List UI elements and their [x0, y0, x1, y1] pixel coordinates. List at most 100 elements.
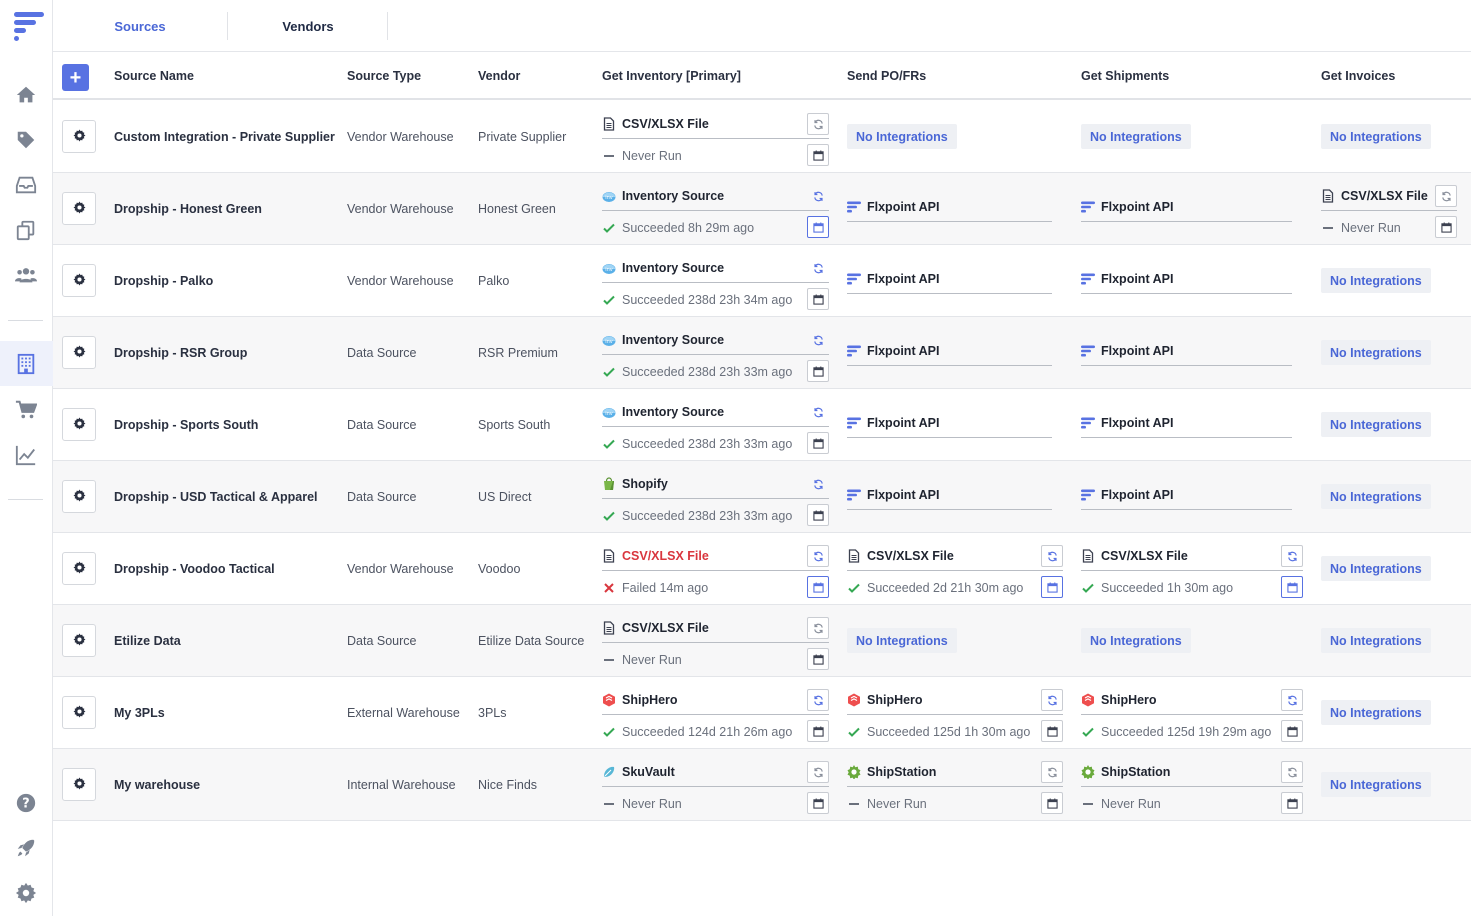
header-source-name[interactable]: Source Name	[114, 69, 194, 83]
refresh-button[interactable]	[807, 617, 829, 639]
no-integrations-badge[interactable]: No Integrations	[1321, 484, 1431, 509]
no-integrations-badge[interactable]: No Integrations	[1321, 340, 1431, 365]
header-get-invoices[interactable]: Get Invoices	[1321, 69, 1396, 83]
integration-label[interactable]: ShipStation	[867, 765, 937, 779]
tab-vendors[interactable]: Vendors	[282, 18, 334, 34]
schedule-button[interactable]	[1041, 720, 1063, 742]
no-integrations-badge[interactable]: No Integrations	[1321, 556, 1431, 581]
integration-label[interactable]: Shopify	[622, 477, 668, 491]
row-settings-button[interactable]	[62, 264, 96, 297]
source-name[interactable]: Dropship - Voodoo Tactical	[114, 561, 275, 576]
source-name[interactable]: My warehouse	[114, 777, 201, 792]
rocket-icon[interactable]	[13, 835, 39, 861]
integration-shipments[interactable]: Flxpoint API	[1081, 245, 1292, 316]
no-integrations-badge[interactable]: No Integrations	[847, 124, 957, 149]
integration-label[interactable]: Inventory Source	[622, 189, 725, 203]
add-source-button[interactable]: +	[62, 64, 89, 91]
refresh-button[interactable]	[1041, 761, 1063, 783]
integration-label[interactable]: Inventory Source	[622, 333, 725, 347]
schedule-button[interactable]	[807, 504, 829, 526]
integration-label[interactable]: CSV/XLSX File	[622, 117, 709, 131]
schedule-button[interactable]	[1281, 792, 1303, 814]
integration-label[interactable]: CSV/XLSX File	[1101, 549, 1188, 563]
refresh-button[interactable]	[807, 473, 829, 495]
header-get-shipments[interactable]: Get Shipments	[1081, 69, 1170, 83]
integration-shipments[interactable]: Flxpoint API	[1081, 461, 1292, 532]
refresh-button[interactable]	[1041, 689, 1063, 711]
schedule-button[interactable]	[1281, 720, 1303, 742]
header-get-inventory[interactable]: Get Inventory [Primary]	[602, 69, 741, 83]
refresh-button[interactable]	[1281, 761, 1303, 783]
integration-label[interactable]: ShipHero	[867, 693, 923, 707]
integration-po[interactable]: Flxpoint API	[847, 461, 1052, 532]
tag-icon[interactable]	[13, 127, 39, 153]
row-settings-button[interactable]	[62, 696, 96, 729]
integration-po[interactable]: Flxpoint API	[847, 317, 1052, 388]
source-name[interactable]: My 3PLs	[114, 705, 165, 720]
home-icon[interactable]	[13, 82, 39, 108]
no-integrations-badge[interactable]: No Integrations	[1321, 412, 1431, 437]
schedule-button[interactable]	[1281, 576, 1303, 598]
row-settings-button[interactable]	[62, 768, 96, 801]
users-icon[interactable]	[13, 262, 39, 288]
tab-sources[interactable]: Sources	[114, 18, 166, 34]
refresh-button[interactable]	[807, 401, 829, 423]
integration-label[interactable]: Flxpoint API	[867, 488, 940, 502]
integration-label[interactable]: ShipHero	[1101, 693, 1157, 707]
schedule-button[interactable]	[807, 432, 829, 454]
inbox-icon[interactable]	[13, 172, 39, 198]
refresh-button[interactable]	[807, 689, 829, 711]
source-name[interactable]: Dropship - RSR Group	[114, 345, 248, 360]
no-integrations-badge[interactable]: No Integrations	[1321, 124, 1431, 149]
integration-label[interactable]: Flxpoint API	[867, 416, 940, 430]
header-vendor[interactable]: Vendor	[478, 69, 521, 83]
integration-label[interactable]: Flxpoint API	[1101, 488, 1174, 502]
no-integrations-badge[interactable]: No Integrations	[1321, 628, 1431, 653]
schedule-button[interactable]	[807, 288, 829, 310]
flxpoint-logo[interactable]	[13, 10, 45, 42]
schedule-button[interactable]	[807, 648, 829, 670]
schedule-button[interactable]	[1041, 576, 1063, 598]
integration-label[interactable]: CSV/XLSX File	[622, 621, 709, 635]
integration-label[interactable]: ShipHero	[622, 693, 678, 707]
integration-label[interactable]: CSV/XLSX File	[867, 549, 954, 563]
refresh-button[interactable]	[807, 113, 829, 135]
schedule-button[interactable]	[807, 360, 829, 382]
row-settings-button[interactable]	[62, 408, 96, 441]
integration-shipments[interactable]: Flxpoint API	[1081, 389, 1292, 460]
integration-po[interactable]: Flxpoint API	[847, 245, 1052, 316]
integration-label[interactable]: Flxpoint API	[867, 272, 940, 286]
refresh-button[interactable]	[1041, 545, 1063, 567]
integration-label[interactable]: Flxpoint API	[1101, 200, 1174, 214]
row-settings-button[interactable]	[62, 192, 96, 225]
source-name[interactable]: Etilize Data	[114, 633, 181, 648]
schedule-button[interactable]	[807, 792, 829, 814]
integration-po[interactable]: Flxpoint API	[847, 173, 1052, 244]
schedule-button[interactable]	[807, 720, 829, 742]
source-name[interactable]: Dropship - USD Tactical & Apparel	[114, 489, 318, 504]
integration-label[interactable]: Flxpoint API	[867, 200, 940, 214]
integration-label[interactable]: CSV/XLSX File	[622, 549, 709, 563]
integration-po[interactable]: Flxpoint API	[847, 389, 1052, 460]
refresh-button[interactable]	[807, 257, 829, 279]
help-icon[interactable]: ?	[13, 790, 39, 816]
refresh-button[interactable]	[807, 545, 829, 567]
integration-label[interactable]: Flxpoint API	[1101, 416, 1174, 430]
row-settings-button[interactable]	[62, 120, 96, 153]
chart-line-icon[interactable]	[13, 442, 39, 468]
row-settings-button[interactable]	[62, 480, 96, 513]
row-settings-button[interactable]	[62, 624, 96, 657]
header-send-po[interactable]: Send PO/FRs	[847, 69, 927, 83]
no-integrations-badge[interactable]: No Integrations	[1081, 124, 1191, 149]
integration-label[interactable]: Flxpoint API	[1101, 272, 1174, 286]
no-integrations-badge[interactable]: No Integrations	[1081, 628, 1191, 653]
schedule-button[interactable]	[807, 576, 829, 598]
row-settings-button[interactable]	[62, 552, 96, 585]
refresh-button[interactable]	[1435, 185, 1457, 207]
schedule-button[interactable]	[1435, 216, 1457, 238]
refresh-button[interactable]	[807, 329, 829, 351]
integration-shipments[interactable]: Flxpoint API	[1081, 173, 1292, 244]
building-icon[interactable]	[13, 351, 39, 377]
cart-icon[interactable]	[13, 397, 39, 423]
refresh-button[interactable]	[807, 185, 829, 207]
